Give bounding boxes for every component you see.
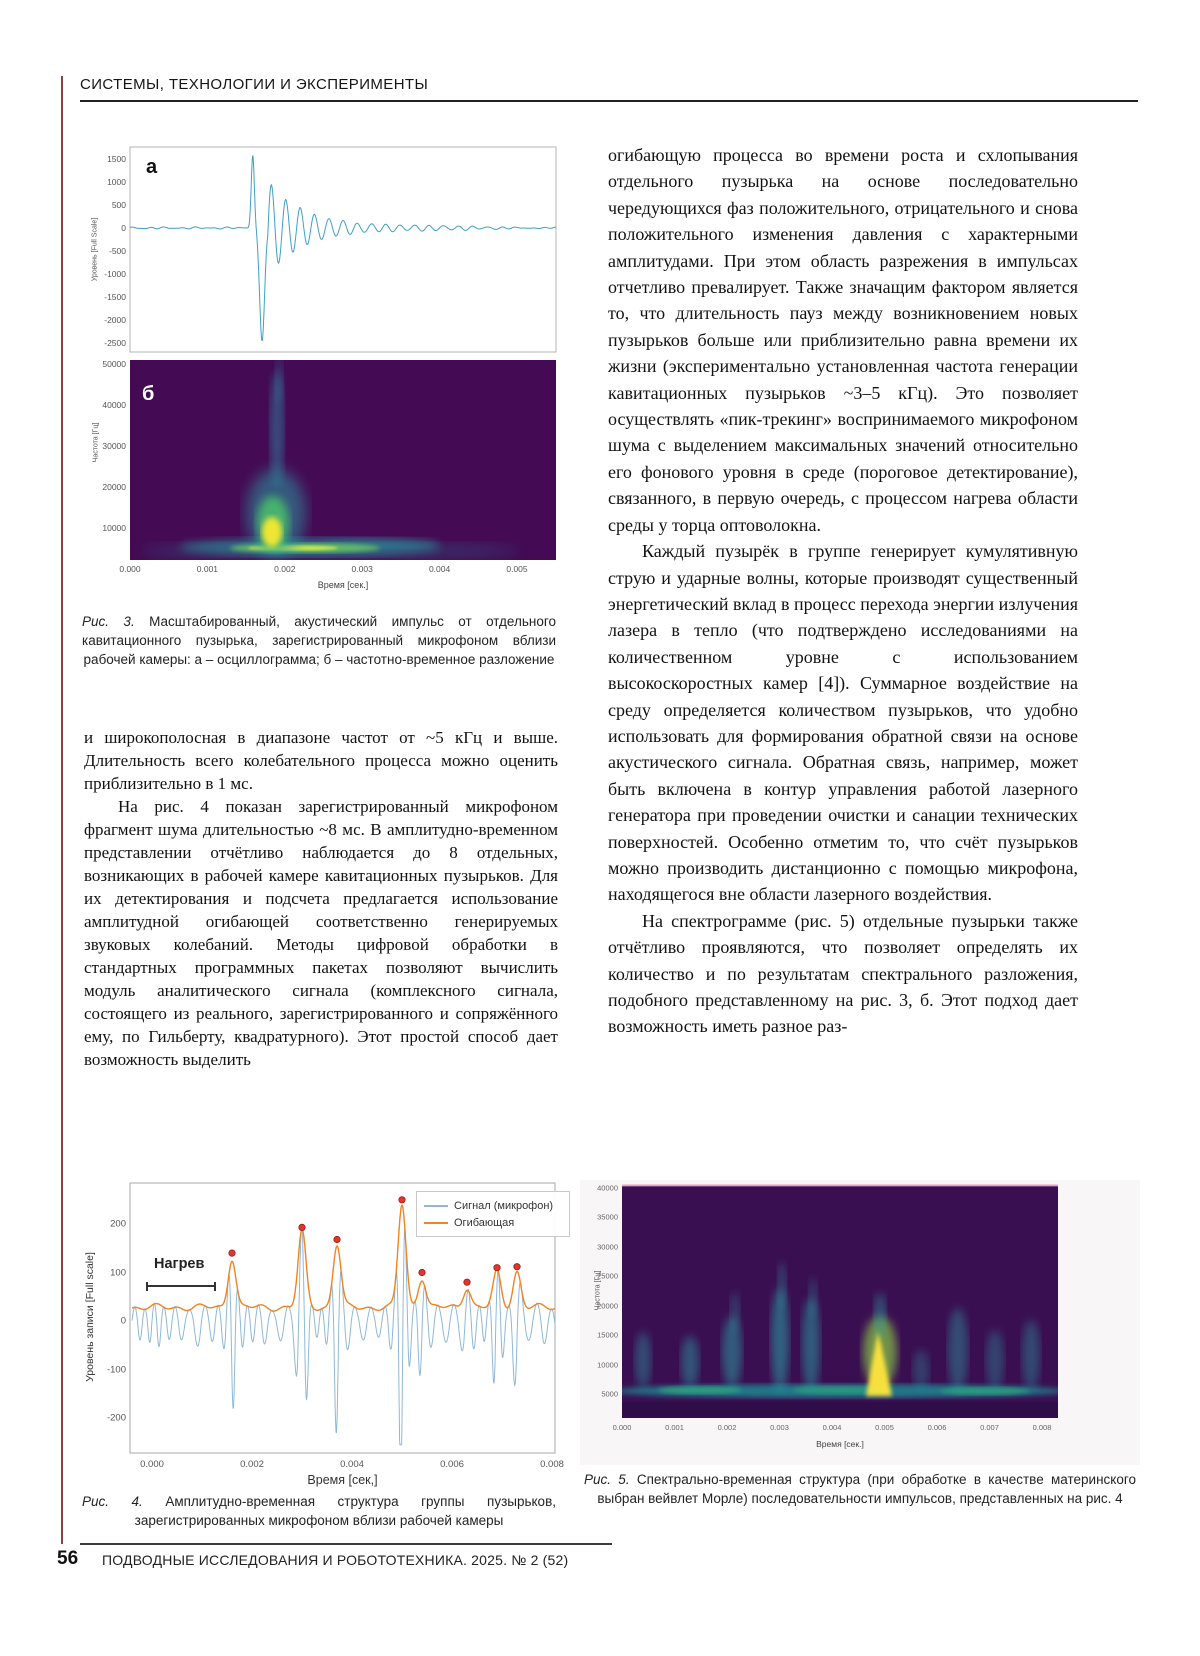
fig4-x-axis-ticks: 0.000 0.002 0.004 0.006 0.008 <box>140 1459 564 1470</box>
fig3b-x-axis-label: Время [сек.] <box>317 580 369 590</box>
figure5-caption: Рис. 5. Спектрально-временная структура … <box>584 1470 1136 1508</box>
figure3-caption-label: Рис. 3. <box>82 614 135 629</box>
header-rule <box>80 100 1138 102</box>
fig4-y-axis-ticks: 200 100 0 -100 -200 <box>106 1218 126 1424</box>
section-header: СИСТЕМЫ, ТЕХНОЛОГИИ И ЭКСПЕРИМЕНТЫ <box>80 76 429 93</box>
fig5-y-axis-label: Частота [Гц] <box>594 1270 602 1311</box>
paragraph: На спектрограмме (рис. 5) отдельные пузы… <box>608 910 1078 1037</box>
panel-b-label: б <box>142 383 155 405</box>
fig4-legend: Сигнал (микрофон) Огибающая <box>416 1191 570 1237</box>
fig4-y-axis-label: Уровень записи [Full scale] <box>84 1252 96 1382</box>
spectrogram-plot <box>130 360 556 560</box>
figure4-caption-label: Рис. 4. <box>82 1494 143 1509</box>
panel-a-label: а <box>146 156 158 178</box>
heating-extent-bracket <box>146 1282 216 1291</box>
paragraph: огибающую процесса во времени роста и сх… <box>608 145 1078 535</box>
figure5-caption-text: Спектрально-временная структура (при обр… <box>597 1472 1136 1506</box>
left-margin-rule <box>61 76 63 1544</box>
paragraph: и широкополосная в диапазоне частот от ~… <box>84 728 558 793</box>
fig5-y-axis-ticks: 40000 35000 30000 25000 20000 15000 10000 5000 <box>597 1183 618 1399</box>
figure4-caption: Рис. 4. Амплитудно-временная структура г… <box>82 1492 556 1530</box>
wavelet-spectrogram-plot <box>622 1184 1058 1418</box>
figure5: 40000 35000 30000 25000 20000 15000 10000 5000 … <box>580 1180 1140 1465</box>
figure5-caption-label: Рис. 5. <box>584 1472 630 1487</box>
fig3b-x-axis-ticks: 0.000 0.001 0.002 0.003 0.004 0.005 <box>119 564 528 574</box>
figure3-caption: Рис. 3. Масштабированный, акустический и… <box>82 612 556 669</box>
paragraph: На рис. 4 показан зарегистрированный мик… <box>84 797 558 1069</box>
figure4-caption-text: Амплитудно-временная структура группы пу… <box>134 1494 556 1528</box>
figure3-panel-b: б 50000 40000 30000 20000 10000 0.000 0.001 0.… <box>80 355 558 600</box>
fig5-x-axis-ticks: 0.000 0.001 0.002 0.003 0.004 0.005 0.006 0.007… <box>612 1423 1052 1432</box>
legend-item-envelope: Огибающая <box>424 1214 562 1231</box>
fig5-x-axis-label: Время [сек.] <box>816 1439 864 1449</box>
figure3-caption-text: Масштабированный, акустический импульс о… <box>82 614 556 667</box>
fig3b-y-axis-label: Частота [Гц] <box>92 422 100 463</box>
heating-annotation: Нагрев <box>154 1256 205 1272</box>
journal-title-line: ПОДВОДНЫЕ ИССЛЕДОВАНИЯ И РОБОТОТЕХНИКА. … <box>102 1552 569 1568</box>
page-number: 56 <box>57 1548 79 1569</box>
right-column-text: огибающую процесса во времени роста и сх… <box>608 142 1078 1040</box>
fig3a-y-axis-ticks: 1500 1000 500 0 -500 -1000 -1500 -2000 -2500 <box>104 154 126 348</box>
footer-rule <box>80 1543 612 1545</box>
left-column-text: и широкополосная в диапазоне частот от ~… <box>84 726 558 1071</box>
legend-label: Огибающая <box>454 1216 515 1229</box>
legend-item-signal: Сигнал (микрофон) <box>424 1197 562 1214</box>
signal-line-swatch <box>424 1204 448 1207</box>
paragraph: Каждый пузырёк в группе генерирует кумул… <box>608 541 1078 905</box>
oscillogram-plot <box>129 146 557 353</box>
figure3-panel-a: а 1500 1000 500 0 -500 -1000 -1500 -2000 -2500 У… <box>80 140 558 355</box>
fig4-x-axis-label: Время [сек,] <box>307 1473 378 1487</box>
fig3a-y-axis-label: Уровень [Full Scale] <box>91 217 99 282</box>
envelope-line-swatch <box>424 1221 448 1224</box>
fig3b-y-axis-ticks: 50000 40000 30000 20000 10000 <box>102 359 126 533</box>
legend-label: Сигнал (микрофон) <box>454 1199 554 1212</box>
figure4: 200 100 0 -100 -200 0.000 0.002 0.004 0.006 0.00… <box>80 1178 570 1488</box>
